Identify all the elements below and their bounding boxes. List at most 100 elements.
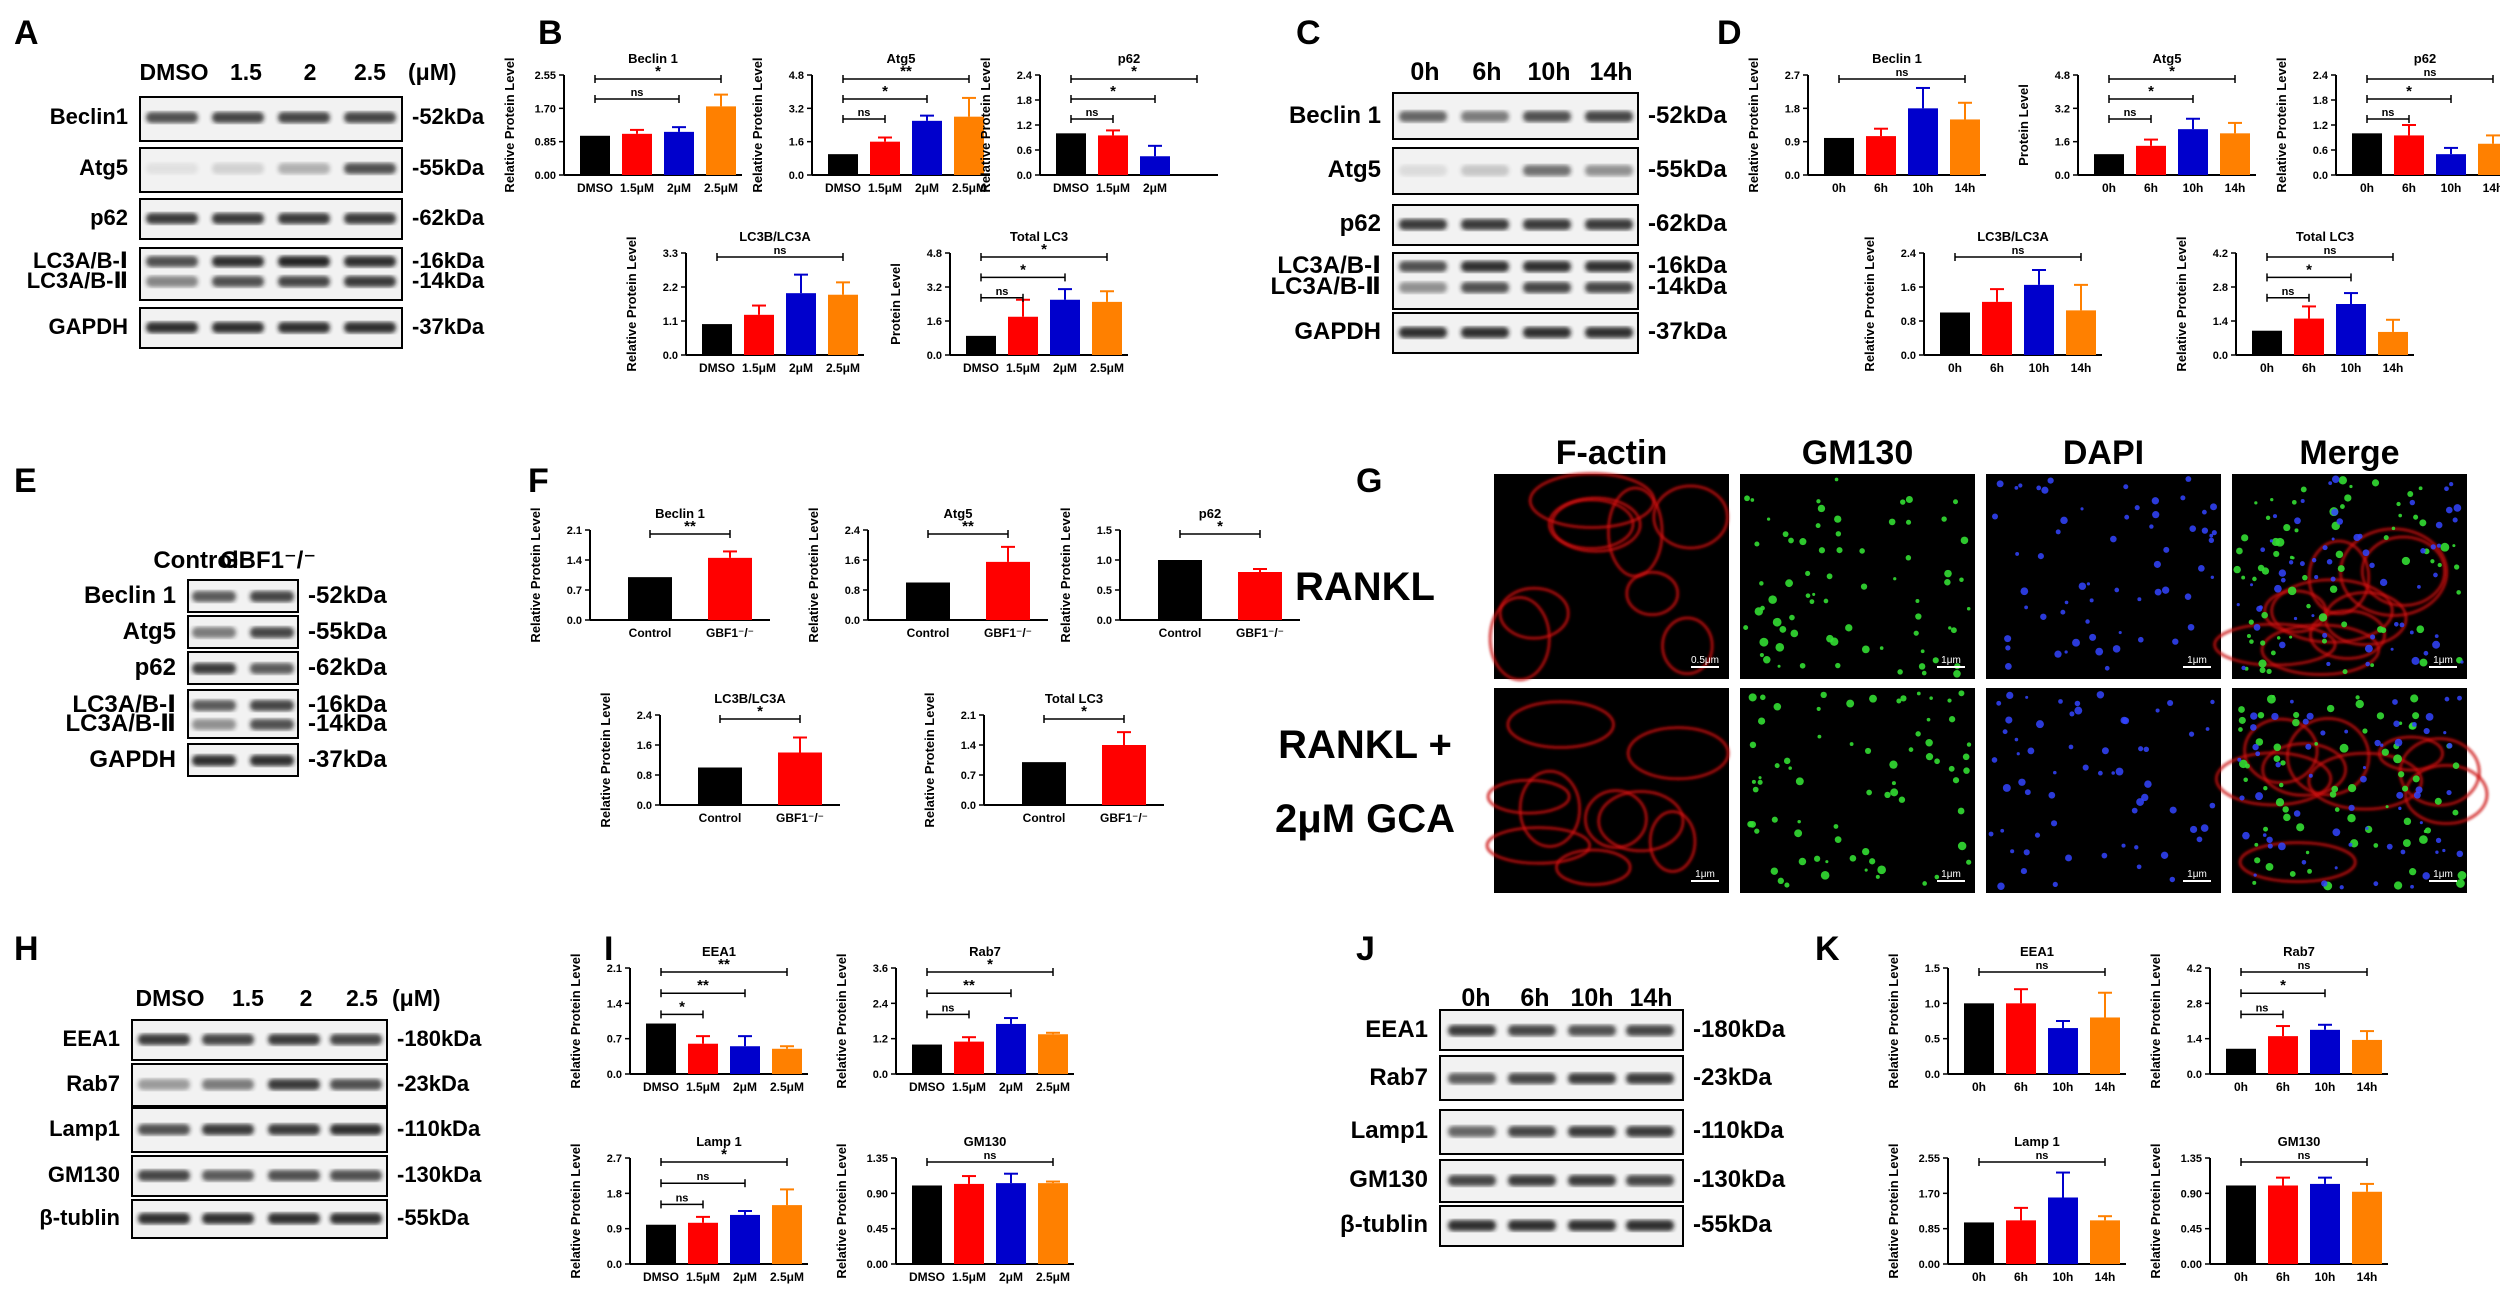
chart-x-tick-label: 10h bbox=[1913, 181, 1934, 195]
chart-significance-label: ns bbox=[2282, 286, 2295, 298]
chart-y-tick-label: 0.0 bbox=[873, 1069, 888, 1081]
blot-band bbox=[192, 719, 236, 730]
gm130-dot bbox=[1905, 519, 1912, 525]
gm130-dot bbox=[2437, 562, 2442, 568]
dapi-dot bbox=[2018, 778, 2026, 786]
blot-kda-label: -62kDa bbox=[412, 205, 485, 230]
gm130-dot bbox=[2402, 785, 2409, 792]
dapi-dot bbox=[2189, 825, 2198, 834]
bar-chart-F-p62: p62 Relative Protein Level 0.0 0.5 1.0 1.5 Con… bbox=[1058, 506, 1300, 643]
dapi-dot bbox=[2236, 603, 2240, 607]
dapi-dot bbox=[2271, 712, 2279, 721]
gm130-dot bbox=[2418, 486, 2423, 491]
chart-significance-label: * bbox=[721, 1146, 727, 1163]
gm130-dot bbox=[2260, 640, 2266, 646]
chart-y-tick-label: 3.2 bbox=[927, 282, 942, 294]
dapi-dot bbox=[2137, 597, 2142, 602]
blot-condition-label: 14h bbox=[1629, 984, 1672, 1012]
gm130-dot bbox=[1900, 695, 1907, 702]
dapi-dot bbox=[2086, 582, 2091, 586]
chart-y-tick-label: 0.0 bbox=[663, 350, 678, 362]
chart-bar bbox=[646, 1023, 676, 1074]
gm130-dot bbox=[1809, 599, 1815, 605]
blot-band bbox=[1568, 1175, 1616, 1186]
gm130-dot bbox=[2238, 727, 2243, 732]
actin-ring bbox=[2213, 622, 2337, 667]
chart-x-tick-label: 2μM bbox=[733, 1080, 757, 1094]
gm130-dot bbox=[1805, 570, 1811, 576]
dapi-dot bbox=[1991, 757, 1998, 763]
chart-bar bbox=[1008, 316, 1038, 355]
gm130-dot bbox=[1926, 717, 1931, 722]
dapi-dot bbox=[2445, 506, 2453, 514]
gm130-dot bbox=[2412, 775, 2420, 783]
blot-condition-label: Control bbox=[153, 547, 238, 574]
blot-band bbox=[192, 591, 236, 602]
gm130-dot bbox=[1798, 857, 1807, 866]
gm130-dot bbox=[2276, 636, 2281, 640]
gm130-dot bbox=[2259, 667, 2266, 674]
dapi-dot bbox=[2184, 593, 2192, 600]
blot-band bbox=[1448, 1220, 1496, 1231]
blot-band bbox=[138, 1213, 190, 1224]
gm130-dot bbox=[2258, 659, 2267, 668]
chart-y-tick-label: 0.90 bbox=[2181, 1188, 2202, 1200]
gm130-dot bbox=[1783, 757, 1791, 765]
chart-title: Rab7 bbox=[969, 944, 1001, 959]
gm130-dot bbox=[1799, 662, 1806, 669]
gm130-dot bbox=[1760, 605, 1765, 611]
gm130-dot bbox=[2456, 590, 2461, 595]
chart-y-tick-label: 1.0 bbox=[1097, 555, 1112, 567]
dapi-dot bbox=[2000, 828, 2005, 833]
gm130-dot bbox=[2423, 829, 2428, 834]
chart-bar bbox=[1092, 301, 1122, 355]
blot-protein-label: EEA1 bbox=[63, 1026, 120, 1051]
dapi-dot bbox=[2187, 623, 2195, 631]
gm130-dot bbox=[1759, 581, 1764, 586]
chart-bar bbox=[1056, 133, 1086, 175]
dapi-dot bbox=[2110, 535, 2117, 543]
chart-y-tick-label: 4.8 bbox=[2055, 70, 2070, 82]
dapi-dot bbox=[2320, 730, 2326, 736]
bar-chart-B-lc3b-lc3a: LC3B/LC3A Relative Protein Level 0.0 1.1 2.2… bbox=[624, 229, 864, 375]
micro-row-label: 2μM GCA bbox=[1275, 797, 1455, 841]
dapi-dot bbox=[2036, 485, 2042, 491]
chart-bar bbox=[1022, 762, 1066, 805]
dapi-dot bbox=[2290, 699, 2294, 704]
dapi-dot bbox=[2432, 640, 2441, 649]
dapi-dot bbox=[2322, 632, 2328, 639]
micro-column-label: DAPI bbox=[2063, 434, 2144, 472]
blot-kda-label: -52kDa bbox=[308, 582, 387, 609]
chart-bar bbox=[986, 561, 1030, 620]
blot-protein-label: p62 bbox=[135, 654, 176, 681]
blot-unit-label: (μM) bbox=[392, 985, 441, 1011]
gm130-dot bbox=[2294, 528, 2299, 533]
blot-kda-label: -180kDa bbox=[397, 1026, 482, 1051]
chart-significance-label: * bbox=[2280, 977, 2286, 994]
dapi-dot bbox=[1988, 831, 1994, 837]
gm130-dot bbox=[2398, 513, 2403, 518]
dapi-dot bbox=[2253, 624, 2261, 631]
blot-band bbox=[250, 663, 294, 674]
dapi-dot bbox=[2393, 720, 2400, 727]
dapi-dot bbox=[2020, 587, 2029, 596]
dapi-dot bbox=[2422, 872, 2430, 880]
dapi-dot bbox=[2198, 565, 2205, 572]
gm130-dot bbox=[2249, 639, 2254, 644]
gm130-dot bbox=[1797, 819, 1801, 824]
dapi-dot bbox=[2392, 699, 2398, 705]
gm130-dot bbox=[2335, 550, 2344, 559]
gm130-dot bbox=[2273, 755, 2281, 762]
gm130-dot bbox=[1963, 767, 1970, 774]
blot-protein-label: GAPDH bbox=[1294, 318, 1381, 345]
blot-kda-label: -14kDa bbox=[412, 268, 485, 293]
scale-bar-label: 1μm bbox=[2433, 655, 2453, 666]
dapi-dot bbox=[2101, 747, 2109, 755]
dapi-dot bbox=[2326, 558, 2333, 565]
dapi-dot bbox=[2379, 578, 2388, 587]
gm130-dot bbox=[2456, 879, 2465, 888]
blot-protein-label: p62 bbox=[1340, 210, 1381, 237]
blot-band bbox=[146, 256, 198, 267]
actin-ring bbox=[2377, 735, 2445, 772]
blot-band bbox=[1585, 282, 1633, 293]
